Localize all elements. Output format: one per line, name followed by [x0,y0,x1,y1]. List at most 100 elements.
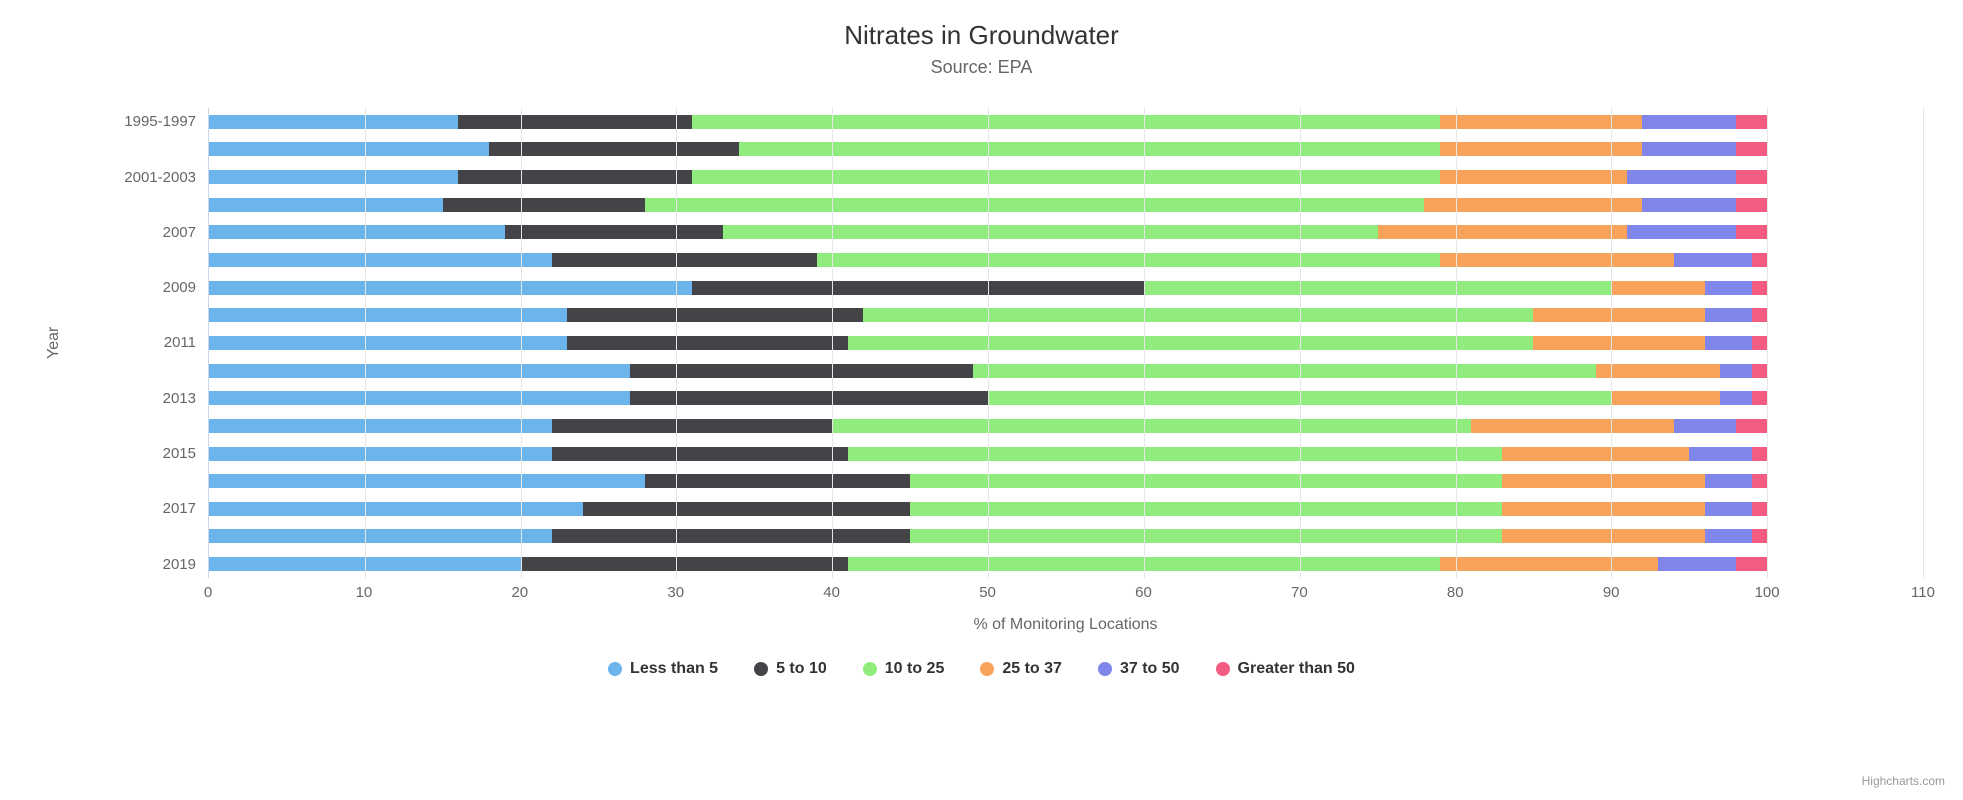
bar-segment[interactable] [1736,115,1767,129]
bar-segment[interactable] [209,336,567,350]
bar-segment[interactable] [1502,529,1705,543]
bar-segment[interactable] [832,419,1471,433]
bar-segment[interactable] [1705,529,1752,543]
bar-segment[interactable] [973,364,1596,378]
bar-segment[interactable] [521,557,848,571]
bar-segment[interactable] [1752,502,1768,516]
bar-segment[interactable] [209,391,630,405]
bar-segment[interactable] [848,447,1502,461]
bar-segment[interactable] [848,336,1534,350]
legend-item[interactable]: Less than 5 [608,660,718,678]
bar-segment[interactable] [1736,557,1767,571]
bar-segment[interactable] [1611,281,1704,295]
bar-segment[interactable] [1502,447,1689,461]
bar-segment[interactable] [209,253,552,267]
bar-segment[interactable] [1720,364,1751,378]
bar-segment[interactable] [1424,198,1642,212]
bar-segment[interactable] [209,198,443,212]
bar-segment[interactable] [1533,308,1704,322]
bar-segment[interactable] [1689,447,1751,461]
legend-item[interactable]: 5 to 10 [754,660,827,678]
bar-segment[interactable] [209,281,692,295]
bar-segment[interactable] [1658,557,1736,571]
bar-segment[interactable] [1752,364,1768,378]
bar-segment[interactable] [209,529,552,543]
bar-segment[interactable] [209,142,489,156]
bar-segment[interactable] [1752,253,1768,267]
bar-segment[interactable] [567,336,847,350]
bar-segment[interactable] [1720,391,1751,405]
bar-segment[interactable] [1440,557,1658,571]
bar-segment[interactable] [1596,364,1721,378]
bar-segment[interactable] [1705,502,1752,516]
bar-segment[interactable] [630,391,988,405]
bar-segment[interactable] [1674,253,1752,267]
bar-segment[interactable] [1378,225,1627,239]
bar-segment[interactable] [1144,281,1611,295]
bar-segment[interactable] [1440,253,1674,267]
bar-segment[interactable] [1752,281,1768,295]
credits-link[interactable]: Highcharts.com [1862,774,1945,788]
bar-segment[interactable] [209,115,458,129]
bar-segment[interactable] [645,198,1424,212]
bar-segment[interactable] [552,253,817,267]
bar-segment[interactable] [645,474,910,488]
bar-segment[interactable] [1502,502,1705,516]
bar-segment[interactable] [910,474,1502,488]
bar-segment[interactable] [1752,336,1768,350]
bar-segment[interactable] [1471,419,1674,433]
bar-segment[interactable] [1611,391,1720,405]
bar-segment[interactable] [1502,474,1705,488]
bar-segment[interactable] [1642,142,1735,156]
bar-segment[interactable] [1627,170,1736,184]
bar-segment[interactable] [1752,474,1768,488]
bar-segment[interactable] [209,419,552,433]
bar-segment[interactable] [1736,225,1767,239]
bar-segment[interactable] [505,225,723,239]
bar-segment[interactable] [458,115,692,129]
bar-segment[interactable] [552,529,910,543]
bar-segment[interactable] [209,364,630,378]
bar-segment[interactable] [1736,142,1767,156]
bar-segment[interactable] [1752,308,1768,322]
bar-segment[interactable] [1642,115,1735,129]
bar-segment[interactable] [1642,198,1735,212]
bar-segment[interactable] [489,142,738,156]
bar-segment[interactable] [1736,170,1767,184]
bar-segment[interactable] [209,225,505,239]
bar-segment[interactable] [1752,447,1768,461]
bar-segment[interactable] [1533,336,1704,350]
bar-segment[interactable] [443,198,646,212]
bar-segment[interactable] [1705,474,1752,488]
bar-segment[interactable] [209,474,645,488]
bar-segment[interactable] [209,502,583,516]
bar-segment[interactable] [817,253,1440,267]
bar-segment[interactable] [552,419,832,433]
bar-segment[interactable] [1440,170,1627,184]
bar-segment[interactable] [1705,336,1752,350]
bar-segment[interactable] [567,308,863,322]
bar-segment[interactable] [1752,529,1768,543]
legend-item[interactable]: 37 to 50 [1098,660,1180,678]
bar-segment[interactable] [1627,225,1736,239]
bar-segment[interactable] [209,308,567,322]
bar-segment[interactable] [1705,308,1752,322]
bar-segment[interactable] [583,502,910,516]
bar-segment[interactable] [209,447,552,461]
bar-segment[interactable] [863,308,1533,322]
bar-segment[interactable] [1736,419,1767,433]
bar-segment[interactable] [1674,419,1736,433]
bar-segment[interactable] [910,502,1502,516]
bar-segment[interactable] [1736,198,1767,212]
bar-segment[interactable] [739,142,1440,156]
bar-segment[interactable] [458,170,692,184]
bar-segment[interactable] [723,225,1377,239]
legend-item[interactable]: Greater than 50 [1216,660,1355,678]
bar-segment[interactable] [1752,391,1768,405]
bar-segment[interactable] [692,170,1440,184]
bar-segment[interactable] [692,115,1440,129]
legend-item[interactable]: 10 to 25 [863,660,945,678]
legend-item[interactable]: 25 to 37 [980,660,1062,678]
bar-segment[interactable] [552,447,848,461]
bar-segment[interactable] [910,529,1502,543]
